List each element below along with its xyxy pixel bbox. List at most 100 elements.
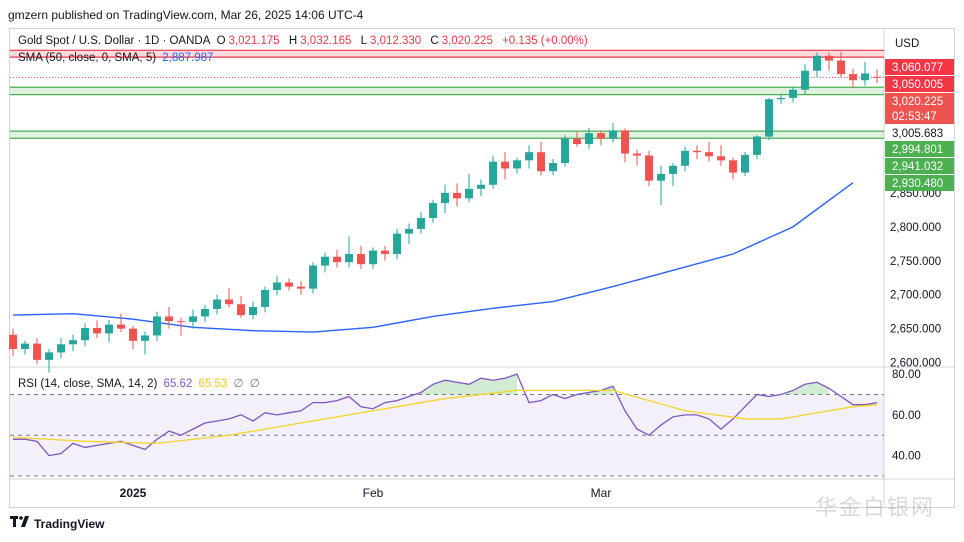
level-zone-support <box>10 131 884 139</box>
candle-body <box>813 55 821 71</box>
candle-body <box>705 152 713 157</box>
candle <box>741 152 749 176</box>
candle-body <box>681 150 689 166</box>
price-badge-label: 3,020.225 <box>892 96 943 108</box>
candle-body <box>393 233 401 254</box>
sma-value: 2,887.987 <box>162 52 214 64</box>
candle-body <box>717 156 725 161</box>
candle <box>21 340 29 355</box>
candle <box>465 173 473 203</box>
price-badge-label: 02:53:47 <box>892 111 937 123</box>
footer-brand[interactable]: TradingView <box>10 516 104 531</box>
candle <box>657 165 665 206</box>
candle <box>309 262 317 294</box>
candle <box>369 247 377 269</box>
rsi-legend[interactable]: RSI (14, close, SMA, 14, 2) 65.62 65.53 … <box>18 376 263 390</box>
price-tick-label: 2,600.000 <box>890 358 941 370</box>
candle-body <box>141 335 149 341</box>
candle <box>765 97 773 140</box>
candle <box>237 296 245 318</box>
price-badge-bg <box>885 76 954 92</box>
price-badge-bg <box>885 125 954 141</box>
candle-body <box>69 340 77 345</box>
candle <box>609 122 617 143</box>
time-tick-label: Mar <box>591 486 612 500</box>
rsi-overbought-fill <box>781 382 829 395</box>
symbol-legend[interactable]: Gold Spot / U.S. Dollar · 1D · OANDA O 3,… <box>18 35 591 47</box>
candle <box>753 135 761 159</box>
candle-body <box>609 130 617 139</box>
price-badge-label: 3,005.683 <box>892 128 943 140</box>
candle-body <box>729 160 737 173</box>
candle-body <box>153 316 161 336</box>
price-badge-bg <box>885 158 954 174</box>
candle-body <box>837 60 845 75</box>
rsi-tick-label: 60.00 <box>892 410 921 422</box>
candle-body <box>549 163 557 172</box>
candle-body <box>525 152 533 161</box>
candle-body <box>9 334 17 350</box>
price-badge-label: 2,930.480 <box>892 178 943 190</box>
candle-body <box>249 306 257 316</box>
candle-body <box>753 136 761 155</box>
candle-body <box>117 324 125 329</box>
candle-body <box>789 89 797 98</box>
level-zone-support <box>10 87 884 95</box>
candle-body <box>93 327 101 334</box>
candle-body <box>657 173 665 181</box>
sma-legend[interactable]: SMA (50, close, 0, SMA, 5) 2,887.987 <box>18 52 216 64</box>
watermark-logo: 华金白银网 <box>815 495 936 520</box>
candle <box>177 317 185 336</box>
candle <box>129 325 137 350</box>
candle <box>597 130 605 146</box>
candle-body <box>777 97 785 100</box>
candle-body <box>645 155 653 181</box>
candle <box>357 245 365 269</box>
candle-body <box>309 265 317 289</box>
rsi-tick-label: 40.00 <box>892 451 921 463</box>
candle <box>633 149 641 166</box>
candle-body <box>585 133 593 145</box>
candle <box>417 211 425 234</box>
candle-body <box>33 343 41 360</box>
chart-frame[interactable] <box>9 28 955 508</box>
candle <box>729 157 737 180</box>
high-label: H 3,032.165 <box>288 35 352 47</box>
candle <box>261 286 269 313</box>
candle-body <box>345 254 353 263</box>
time-tick-label: 2025 <box>120 486 147 500</box>
price-badge: 2,941.032 <box>885 158 954 174</box>
candle <box>189 309 197 329</box>
level-zone-resistance <box>10 50 884 58</box>
candle <box>153 311 161 341</box>
candle <box>813 52 821 78</box>
sma-line <box>12 182 854 333</box>
price-badge-bg <box>885 141 954 157</box>
candle <box>441 184 449 214</box>
candle <box>405 223 413 244</box>
price-badge: 3,020.225 <box>885 93 954 109</box>
rsi-ma-line <box>12 389 878 445</box>
candle-body <box>333 256 341 263</box>
candle <box>333 249 341 268</box>
candle-body <box>237 304 245 316</box>
candle <box>789 87 797 103</box>
price-badge-bg <box>885 108 954 124</box>
candle <box>165 306 173 329</box>
candle-body <box>669 165 677 174</box>
candle-body <box>501 161 509 169</box>
candle <box>453 183 461 207</box>
candle <box>477 179 485 197</box>
candle-body <box>261 289 269 307</box>
symbol-label: Gold Spot / U.S. Dollar · 1D · OANDA <box>18 35 211 47</box>
candle-body <box>489 161 497 185</box>
candle <box>81 323 89 347</box>
candle-body <box>801 70 809 90</box>
candle <box>513 157 521 174</box>
currency-label[interactable]: USD <box>895 38 920 50</box>
candle-body <box>273 282 281 290</box>
price-badge-label: 2,941.032 <box>892 161 943 173</box>
rsi-label: RSI (14, close, SMA, 14, 2) <box>18 378 158 390</box>
candle <box>585 127 593 149</box>
